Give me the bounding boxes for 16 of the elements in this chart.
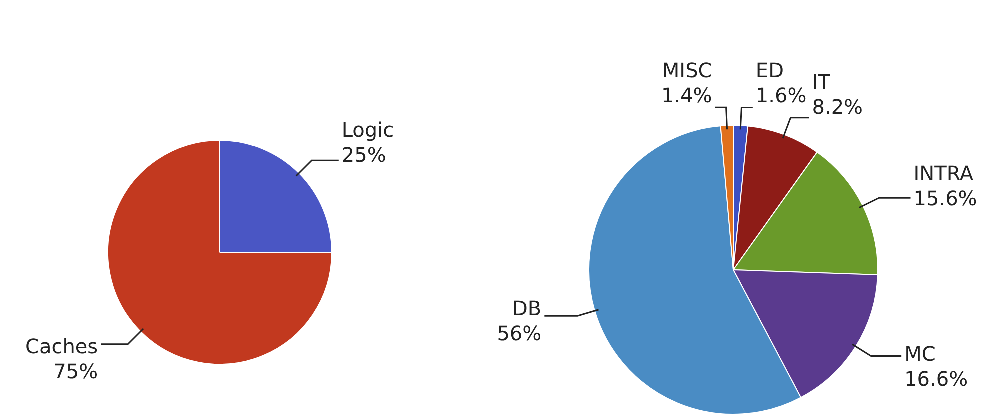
- slice-label: Logic: [342, 118, 394, 142]
- slice-label: IT: [812, 70, 832, 94]
- data-label: 25%: [342, 143, 386, 168]
- slice-label: ED: [756, 58, 784, 82]
- slice-label: MC: [904, 342, 936, 366]
- data-label: 1.6%: [756, 83, 807, 108]
- data-label: 8.2%: [812, 95, 864, 120]
- slice-label: Caches: [25, 334, 98, 358]
- data-label: 15.6%: [914, 186, 978, 211]
- data-label: 56%: [497, 321, 542, 346]
- data-label: 1.4%: [661, 83, 712, 108]
- slice-label: DB: [512, 296, 542, 320]
- data-label: 16.6%: [904, 367, 968, 392]
- data-label: 75%: [54, 359, 98, 384]
- slice-label: MISC: [662, 58, 712, 82]
- slice-label: INTRA: [914, 162, 974, 186]
